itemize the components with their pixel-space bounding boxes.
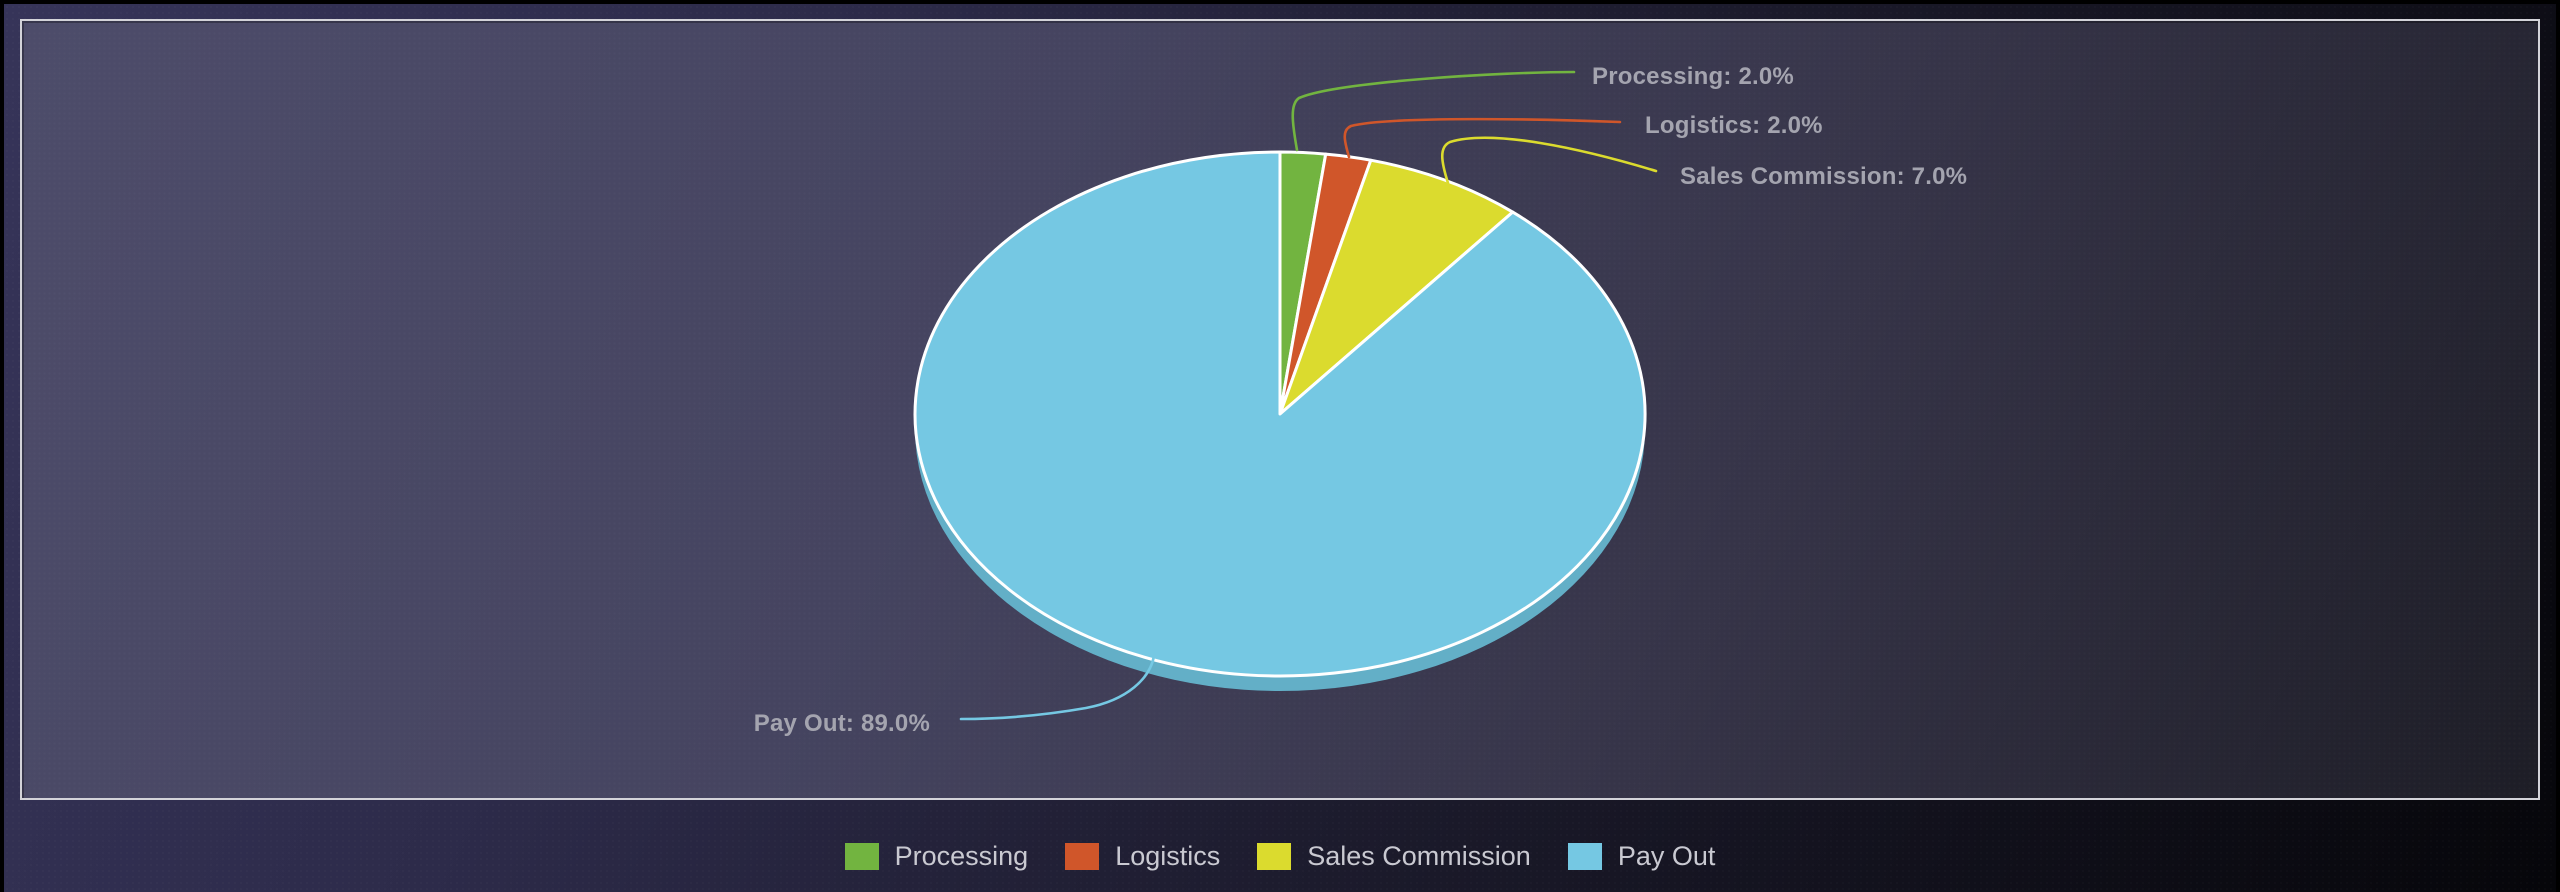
legend-label-pay-out: Pay Out	[1617, 841, 1716, 871]
legend-label-processing: Processing	[894, 841, 1029, 871]
legend-swatch-pay-out	[1567, 842, 1602, 870]
leader-line-logistics	[1343, 117, 1622, 159]
legend-swatch-processing	[844, 842, 879, 870]
callout-label-logistics: Logistics: 2.0%	[1645, 112, 1823, 139]
legend-item-processing[interactable]: Processing	[844, 841, 1029, 871]
legend-label-logistics: Logistics	[1115, 841, 1221, 871]
leader-line-pay-out	[959, 654, 1156, 721]
callout-label-pay-out: Pay Out: 89.0%	[753, 710, 930, 737]
legend-item-sales-commission[interactable]: Sales Commission	[1257, 841, 1531, 871]
callout-label-processing: Processing: 2.0%	[1592, 63, 1794, 90]
legend: Processing Logistics Sales Commission Pa…	[0, 839, 2560, 873]
pie-slice-pay-out[interactable]	[913, 150, 1647, 678]
legend-swatch-logistics	[1065, 842, 1100, 870]
pie-slices	[913, 150, 1647, 678]
legend-item-logistics[interactable]: Logistics	[1065, 841, 1220, 871]
legend-label-sales-commission: Sales Commission	[1307, 841, 1531, 871]
legend-swatch-sales-commission	[1257, 842, 1292, 870]
legend-item-pay-out[interactable]: Pay Out	[1567, 841, 1716, 871]
pie-slice-sales-commission[interactable]	[1278, 158, 1515, 416]
leader-line-processing	[1291, 70, 1576, 152]
callout-label-sales-commission: Sales Commission: 7.0%	[1680, 163, 1968, 190]
leader-line-sales-commission	[1440, 136, 1658, 185]
